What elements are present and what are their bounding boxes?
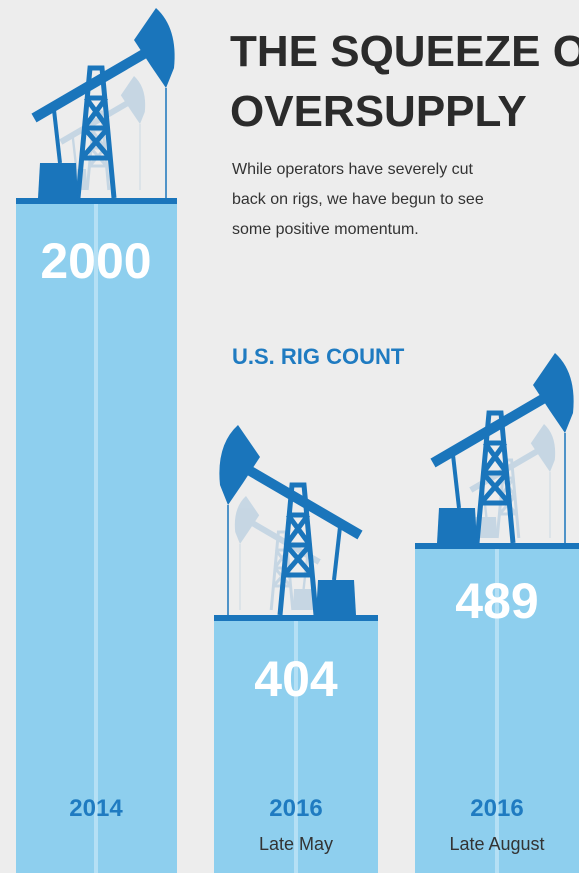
- bar-value: 2000: [40, 233, 151, 289]
- bar-period: Late August: [449, 834, 544, 854]
- bar-year: 2016: [470, 795, 523, 822]
- title-line: THE SQUEEZE OF: [230, 27, 579, 76]
- bar-stripe: [94, 204, 98, 873]
- title-line: OVERSUPPLY: [230, 87, 527, 136]
- bar-value: 404: [254, 651, 338, 707]
- bar-value: 489: [455, 573, 538, 629]
- bar-period: Late May: [259, 834, 333, 854]
- page: THE SQUEEZE OF OVERSUPPLY While operator…: [0, 0, 579, 873]
- bar-cap: [16, 198, 177, 204]
- paragraph-line: back on rigs, we have begun to see: [232, 191, 484, 208]
- bar-cap: [415, 543, 579, 549]
- paragraph-line: While operators have severely cut: [232, 161, 474, 178]
- section-title: U.S. RIG COUNT: [232, 344, 405, 369]
- bar-cap: [214, 615, 378, 621]
- bar-year: 2016: [269, 795, 322, 822]
- bar-year: 2014: [69, 795, 123, 822]
- infographic: THE SQUEEZE OF OVERSUPPLY While operator…: [0, 0, 579, 873]
- pumpjack: [34, 8, 175, 198]
- paragraph-line: some positive momentum.: [232, 221, 419, 238]
